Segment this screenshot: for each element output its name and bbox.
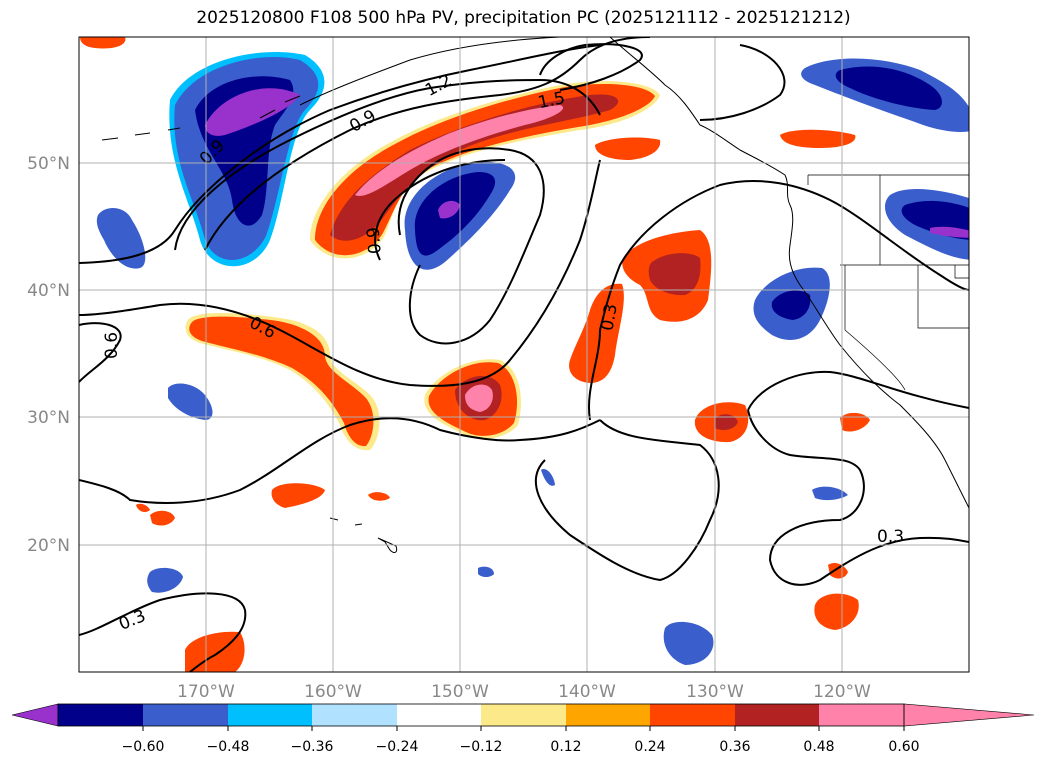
precip-positive-nw-corner — [80, 37, 126, 49]
precip-positive-141w — [569, 283, 624, 383]
colorbar-tick-label: 0.12 — [550, 739, 581, 755]
colorbar-bin — [397, 704, 481, 726]
colorbar-bin — [819, 704, 904, 726]
contour-label: 0.3 — [597, 302, 621, 332]
precip-positive-top-right — [780, 129, 856, 148]
colorbar: −0.60 −0.48 −0.36 −0.24 −0.12 0.12 0.24 … — [11, 703, 1035, 755]
coast-hawaii — [329, 517, 398, 554]
pv-contour-15 — [699, 44, 786, 121]
colorbar-bin — [143, 704, 228, 726]
contour-label: 0.3 — [877, 527, 904, 547]
lat-tick-label: 50°N — [27, 154, 70, 174]
map-frame — [78, 36, 970, 673]
precip-positive-sw — [185, 631, 245, 672]
map-panel: 1.2 1.5 0.9 0.9 0.9 0.6 0.6 0.3 0.3 0.3 — [27, 36, 970, 702]
pv-contour-14 — [539, 43, 643, 91]
colorbar-tick-label: 0.48 — [803, 739, 834, 755]
lat-tick-label: 20°N — [27, 536, 70, 556]
precip-positive-small-e — [368, 492, 390, 501]
precip-positive-top-mid — [595, 137, 661, 160]
colorbar-bin — [58, 704, 143, 726]
lat-tick-labels: 50°N 40°N 30°N 20°N — [27, 154, 70, 556]
colorbar-tick-label: 0.60 — [888, 739, 919, 755]
precip-positive-small-f — [828, 562, 848, 579]
pv-contour-11 — [79, 592, 247, 672]
colorbar-tick-label: −0.60 — [122, 739, 165, 755]
gridlines — [79, 37, 969, 672]
lon-tick-label: 120°W — [813, 682, 871, 702]
pv-contour-9 — [747, 370, 969, 411]
colorbar-bin — [650, 704, 735, 726]
border-us-canada — [807, 174, 969, 185]
precip-negative-small-6 — [541, 469, 555, 486]
lon-tick-label: 150°W — [431, 682, 489, 702]
precip-negative-california-inner — [771, 290, 811, 320]
colorbar-bin — [228, 704, 312, 726]
pv-contours — [79, 37, 969, 672]
lon-tick-labels: 170°W 160°W 150°W 140°W 130°W 120°W — [177, 682, 871, 702]
pv-contour-12 — [397, 147, 545, 345]
precip-positive-small-g — [814, 593, 859, 630]
colorbar-tick-labels: −0.60 −0.48 −0.36 −0.24 −0.12 0.12 0.24 … — [122, 739, 920, 755]
colorbar-ticks — [142, 726, 905, 731]
pv-contour-5 — [79, 322, 122, 383]
precip-negative-small-1 — [168, 383, 213, 420]
pv-contour-4 — [79, 159, 601, 387]
precip-negative-coast-peak — [930, 226, 969, 238]
colorbar-bin — [481, 704, 566, 726]
precip-positive-130w-inner — [715, 414, 738, 430]
pv-contour-7 — [588, 179, 969, 421]
colorbar-tick-label: −0.12 — [460, 739, 503, 755]
precip-positive-west-inner — [189, 316, 374, 447]
precip-positive-small-d — [136, 503, 150, 513]
precip-negative-small-5 — [478, 566, 494, 577]
pv-contour-6 — [79, 417, 601, 504]
colorbar-tick-label: −0.48 — [207, 739, 250, 755]
pv-contour-1 — [79, 44, 601, 264]
colorbar-bin — [735, 704, 819, 726]
pv-contour-3 — [174, 78, 601, 251]
precip-positive-small-a — [840, 412, 870, 432]
map-title: 2025120800 F108 500 hPa PV, precipitatio… — [196, 8, 851, 28]
contour-label: 0.9 — [363, 226, 385, 255]
colorbar-tick-label: 0.24 — [634, 739, 665, 755]
colorbar-extend-min — [11, 703, 59, 727]
precip-positive-small-b — [271, 483, 325, 508]
colorbar-bin — [312, 704, 397, 726]
contour-label: 0.6 — [102, 332, 122, 359]
precip-positive-138w-inner — [648, 253, 701, 296]
precip-negative-nw-peak — [205, 88, 300, 136]
precip-positive-central-pink — [465, 384, 493, 412]
precip-positive-band-pink — [355, 105, 564, 196]
lon-tick-label: 160°W — [304, 682, 362, 702]
pv-contour-10 — [747, 409, 969, 586]
coast-islands — [101, 95, 301, 141]
precip-negative-small-4 — [812, 486, 848, 501]
colorbar-tick-label: −0.24 — [376, 739, 419, 755]
colorbar-bin — [566, 704, 650, 726]
precip-negative-central-peak — [438, 200, 460, 219]
precip-positive-small-c — [150, 510, 175, 526]
precip-negative-ne-inner — [835, 66, 942, 110]
precip-negative-small-2 — [147, 567, 183, 593]
lon-tick-label: 170°W — [177, 682, 235, 702]
lon-tick-label: 130°W — [686, 682, 744, 702]
pv-contour-8 — [535, 419, 720, 582]
precip-negative-small-3 — [663, 621, 714, 665]
lon-tick-label: 140°W — [558, 682, 616, 702]
colorbar-tick-label: 0.36 — [719, 739, 750, 755]
precip-positive-band-orange — [315, 84, 655, 256]
pv-contour-13 — [374, 159, 506, 261]
lat-tick-label: 40°N — [27, 281, 70, 301]
lat-tick-label: 30°N — [27, 408, 70, 428]
colorbar-extend-max — [903, 703, 1035, 727]
border-states — [840, 175, 969, 391]
colorbar-tick-label: −0.36 — [291, 739, 334, 755]
precip-negative-west — [96, 208, 146, 269]
